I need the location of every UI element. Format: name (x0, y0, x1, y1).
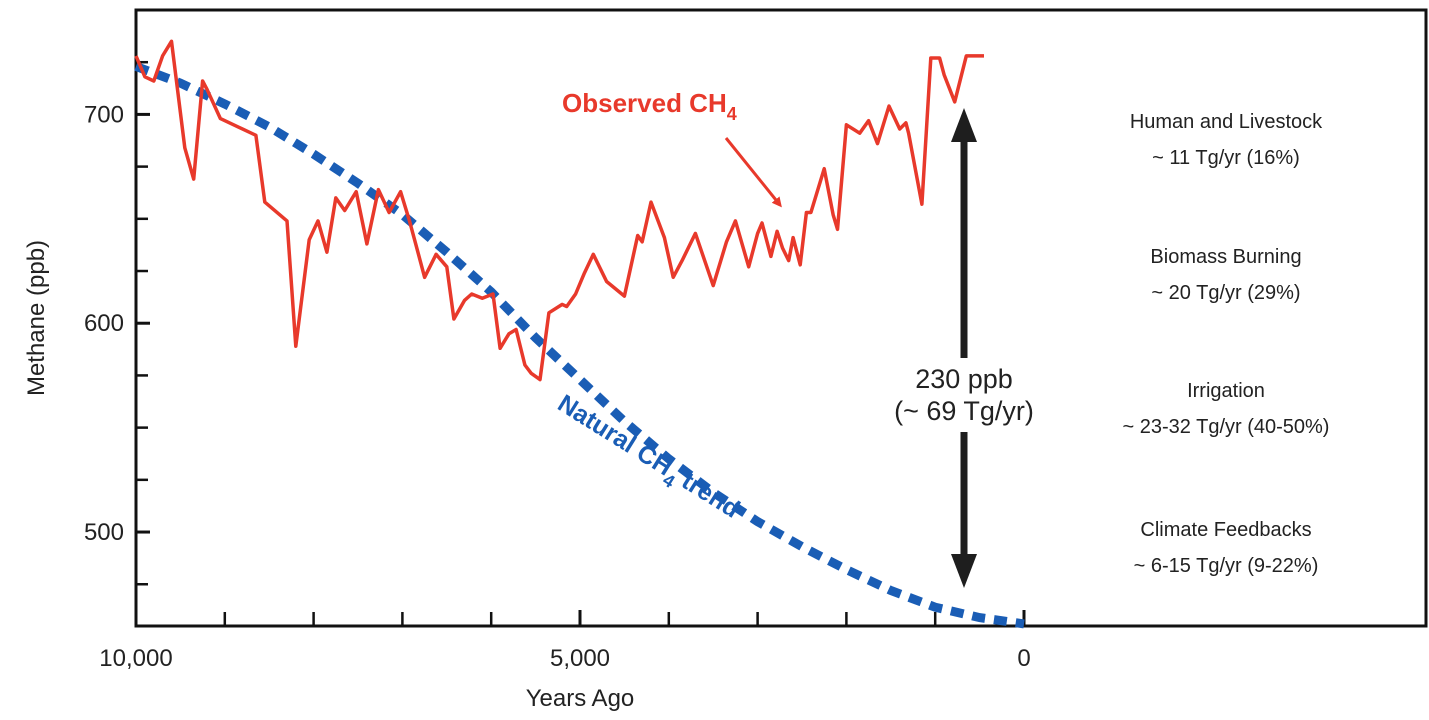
y-axis-title: Methane (ppb) (23, 240, 50, 396)
svg-text:~ 20 Tg/yr (29%): ~ 20 Tg/yr (29%) (1151, 282, 1300, 304)
source-climate-feedbacks: Climate Feedbacks ~ 6-15 Tg/yr (9-22%) (1134, 519, 1319, 577)
svg-text:~ 6-15 Tg/yr (9-22%): ~ 6-15 Tg/yr (9-22%) (1134, 555, 1319, 577)
observed-series-label: Observed CH4 (562, 88, 737, 124)
gap-annotation-ppb: 230 ppb (915, 364, 1013, 394)
source-human-livestock: Human and Livestock ~ 11 Tg/yr (16%) (1130, 111, 1323, 169)
y-axis-ticks: 500 600 700 (84, 60, 150, 586)
x-tick-label: 0 (1017, 645, 1030, 672)
observed-series (134, 39, 984, 382)
svg-text:Irrigation: Irrigation (1187, 380, 1265, 402)
x-axis-title: Years Ago (526, 685, 635, 712)
y-tick-label: 500 (84, 519, 124, 546)
source-irrigation: Irrigation ~ 23-32 Tg/yr (40-50%) (1123, 380, 1330, 438)
observed-label-arrow (724, 137, 782, 208)
svg-text:Climate Feedbacks: Climate Feedbacks (1140, 519, 1311, 541)
gap-annotation-tg: (~ 69 Tg/yr) (894, 396, 1034, 426)
y-tick-label: 600 (84, 310, 124, 337)
svg-text:~ 23-32 Tg/yr (40-50%): ~ 23-32 Tg/yr (40-50%) (1123, 416, 1330, 438)
svg-text:Human and Livestock: Human and Livestock (1130, 111, 1323, 133)
observed-line (134, 39, 984, 382)
natural-trend-line (134, 62, 1025, 629)
x-tick-label: 10,000 (99, 645, 172, 672)
natural-series-label: Natural CH4 trend (550, 389, 745, 528)
natural-trend-series (134, 62, 1025, 629)
plot-frame (134, 8, 1428, 628)
gap-arrow (951, 108, 977, 588)
x-axis-ticks: 10,000 5,000 0 (99, 610, 1031, 672)
y-tick-label: 700 (84, 101, 124, 128)
svg-text:Biomass Burning: Biomass Burning (1150, 246, 1301, 268)
svg-text:~ 11 Tg/yr (16%): ~ 11 Tg/yr (16%) (1152, 147, 1300, 169)
x-tick-label: 5,000 (550, 645, 610, 672)
source-biomass-burning: Biomass Burning ~ 20 Tg/yr (29%) (1150, 246, 1301, 304)
